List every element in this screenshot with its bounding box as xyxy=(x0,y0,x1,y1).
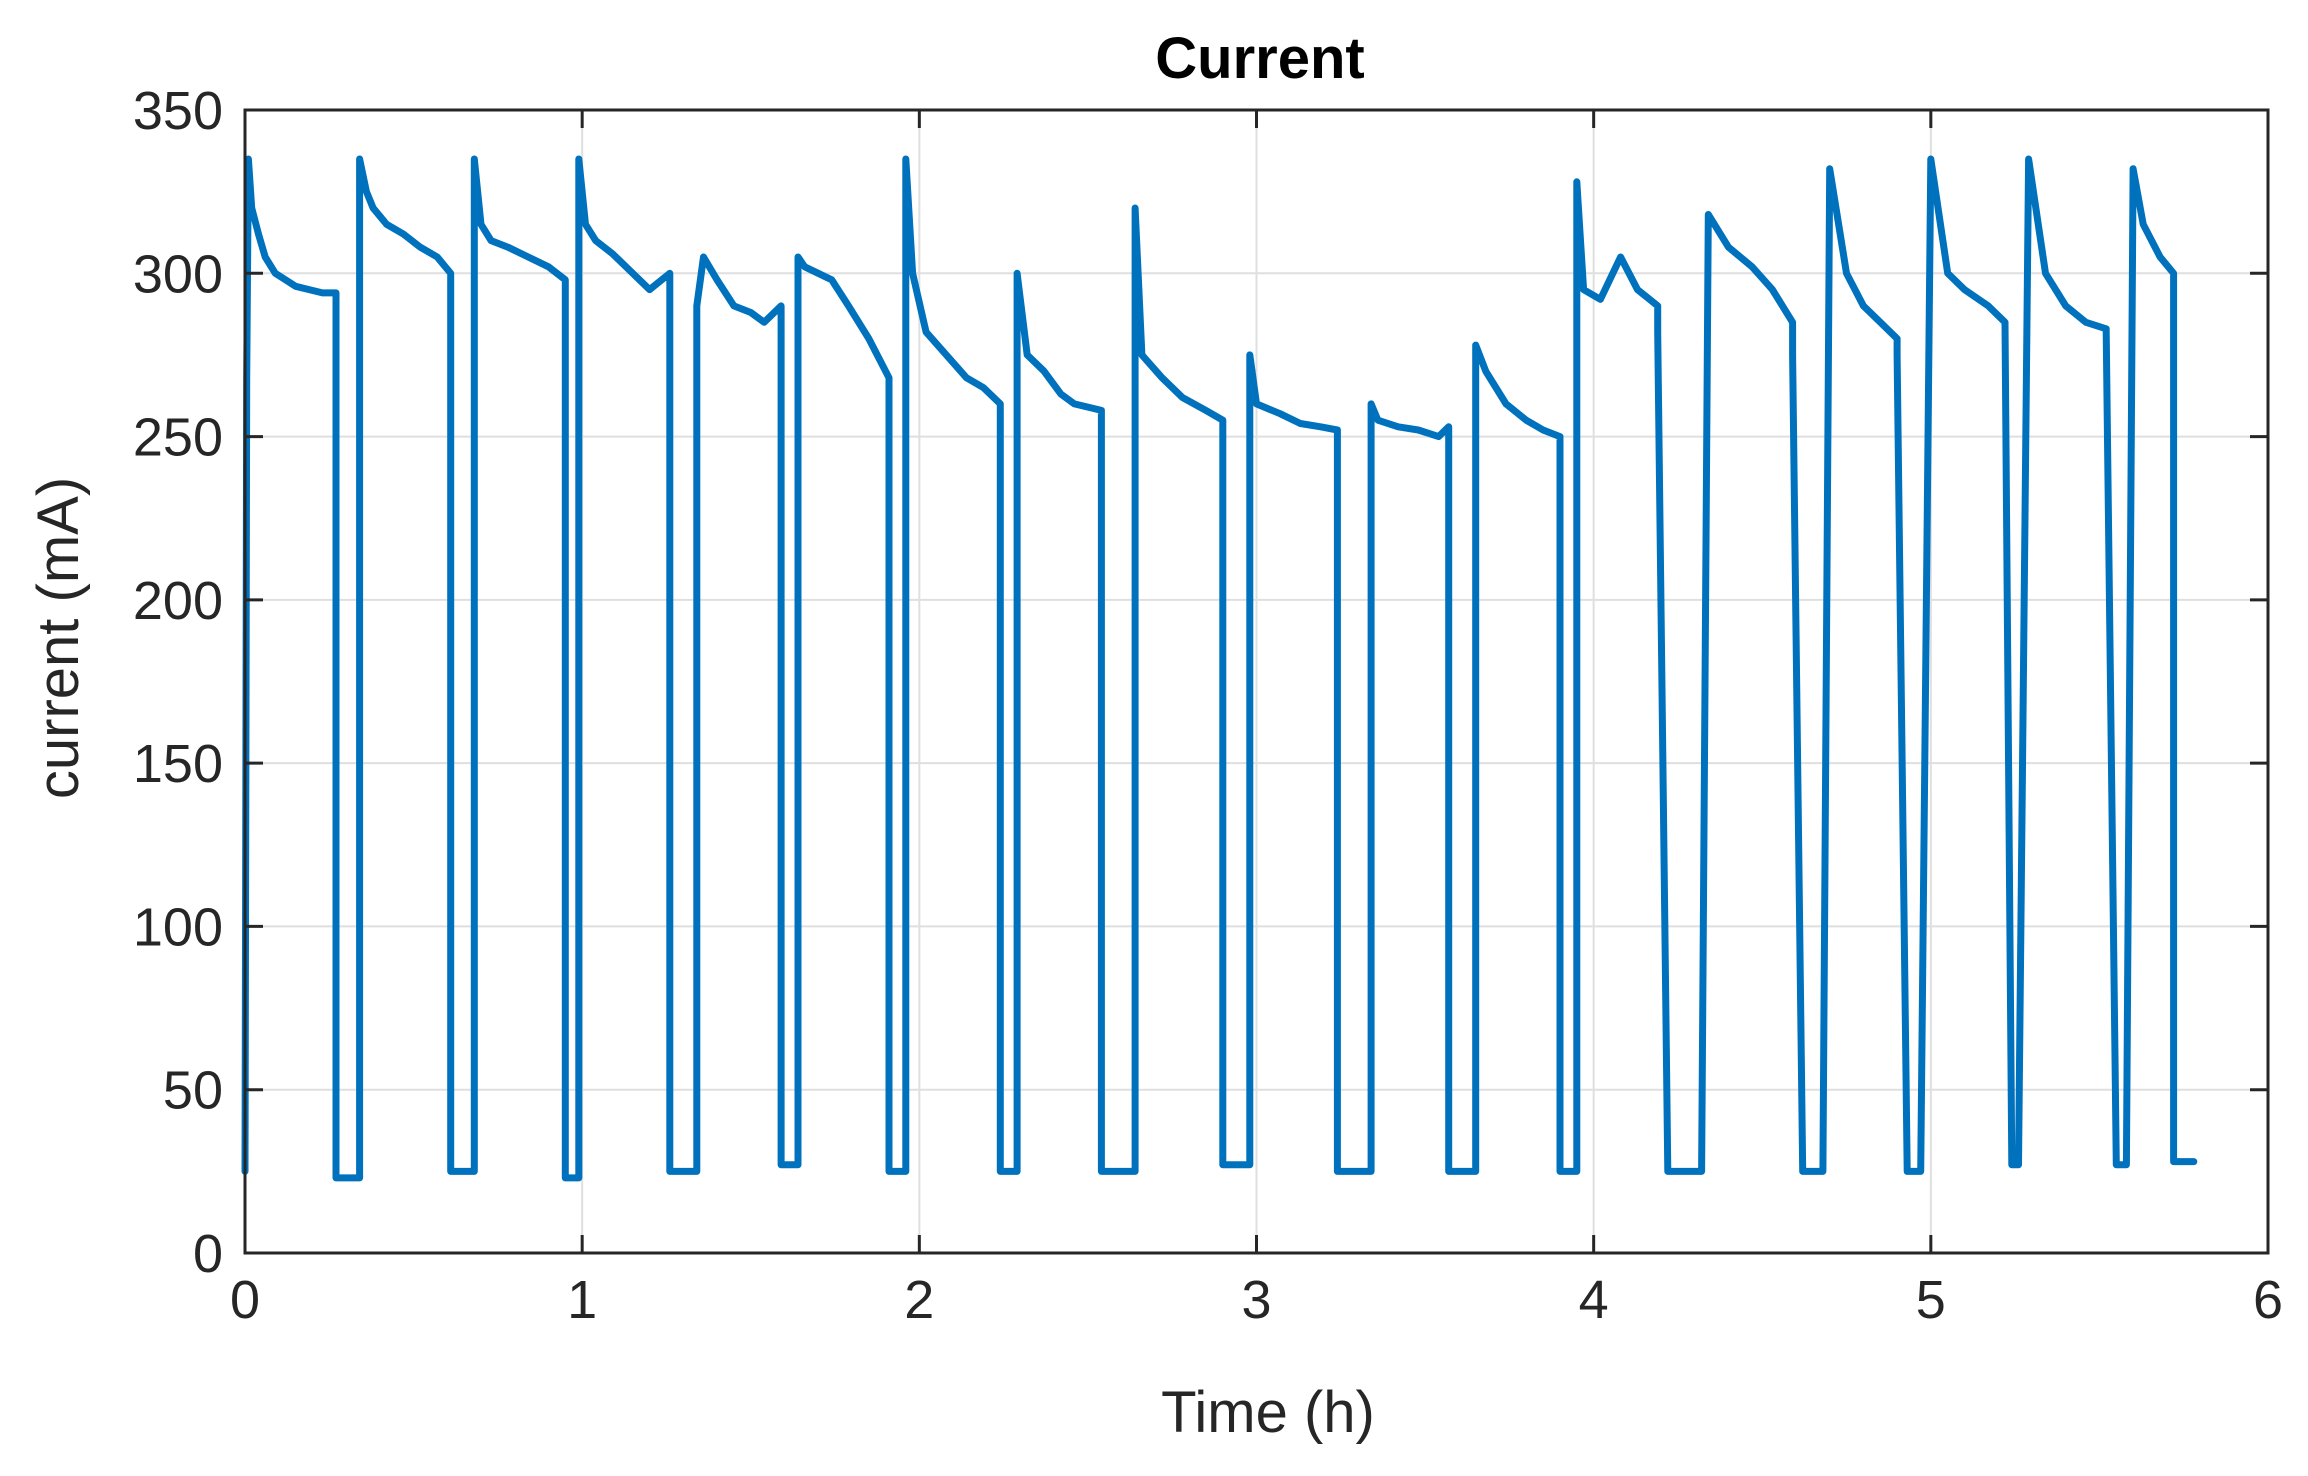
x-tick-label: 1 xyxy=(567,1270,597,1330)
y-tick-labels: 0 50 100 150 200 250 300 350 xyxy=(133,81,223,1284)
x-tick-label: 5 xyxy=(1916,1270,1946,1330)
y-tick-label: 0 xyxy=(193,1224,223,1284)
x-tick-label: 6 xyxy=(2253,1270,2283,1330)
chart-title: Current xyxy=(1155,26,1364,91)
y-tick-label: 150 xyxy=(133,734,223,794)
series-layer xyxy=(241,155,2198,1182)
x-tick-label: 0 xyxy=(230,1270,260,1330)
y-tick-label: 350 xyxy=(133,81,223,141)
x-axis-label: Time (h) xyxy=(1161,1380,1375,1445)
y-tick-label: 200 xyxy=(133,571,223,631)
y-tick-label: 300 xyxy=(133,244,223,304)
x-tick-labels: 0 1 2 3 4 5 6 xyxy=(230,1270,2283,1330)
current-series-line xyxy=(241,155,2198,1182)
x-tick-label: 3 xyxy=(1241,1270,1271,1330)
x-tick-label: 2 xyxy=(904,1270,934,1330)
y-tick-label: 100 xyxy=(133,897,223,957)
tick-marks xyxy=(243,108,2270,1255)
x-tick-label: 4 xyxy=(1579,1270,1609,1330)
y-tick-label: 250 xyxy=(133,408,223,468)
y-axis-label: current (mA) xyxy=(26,477,91,799)
y-tick-label: 50 xyxy=(163,1061,223,1121)
